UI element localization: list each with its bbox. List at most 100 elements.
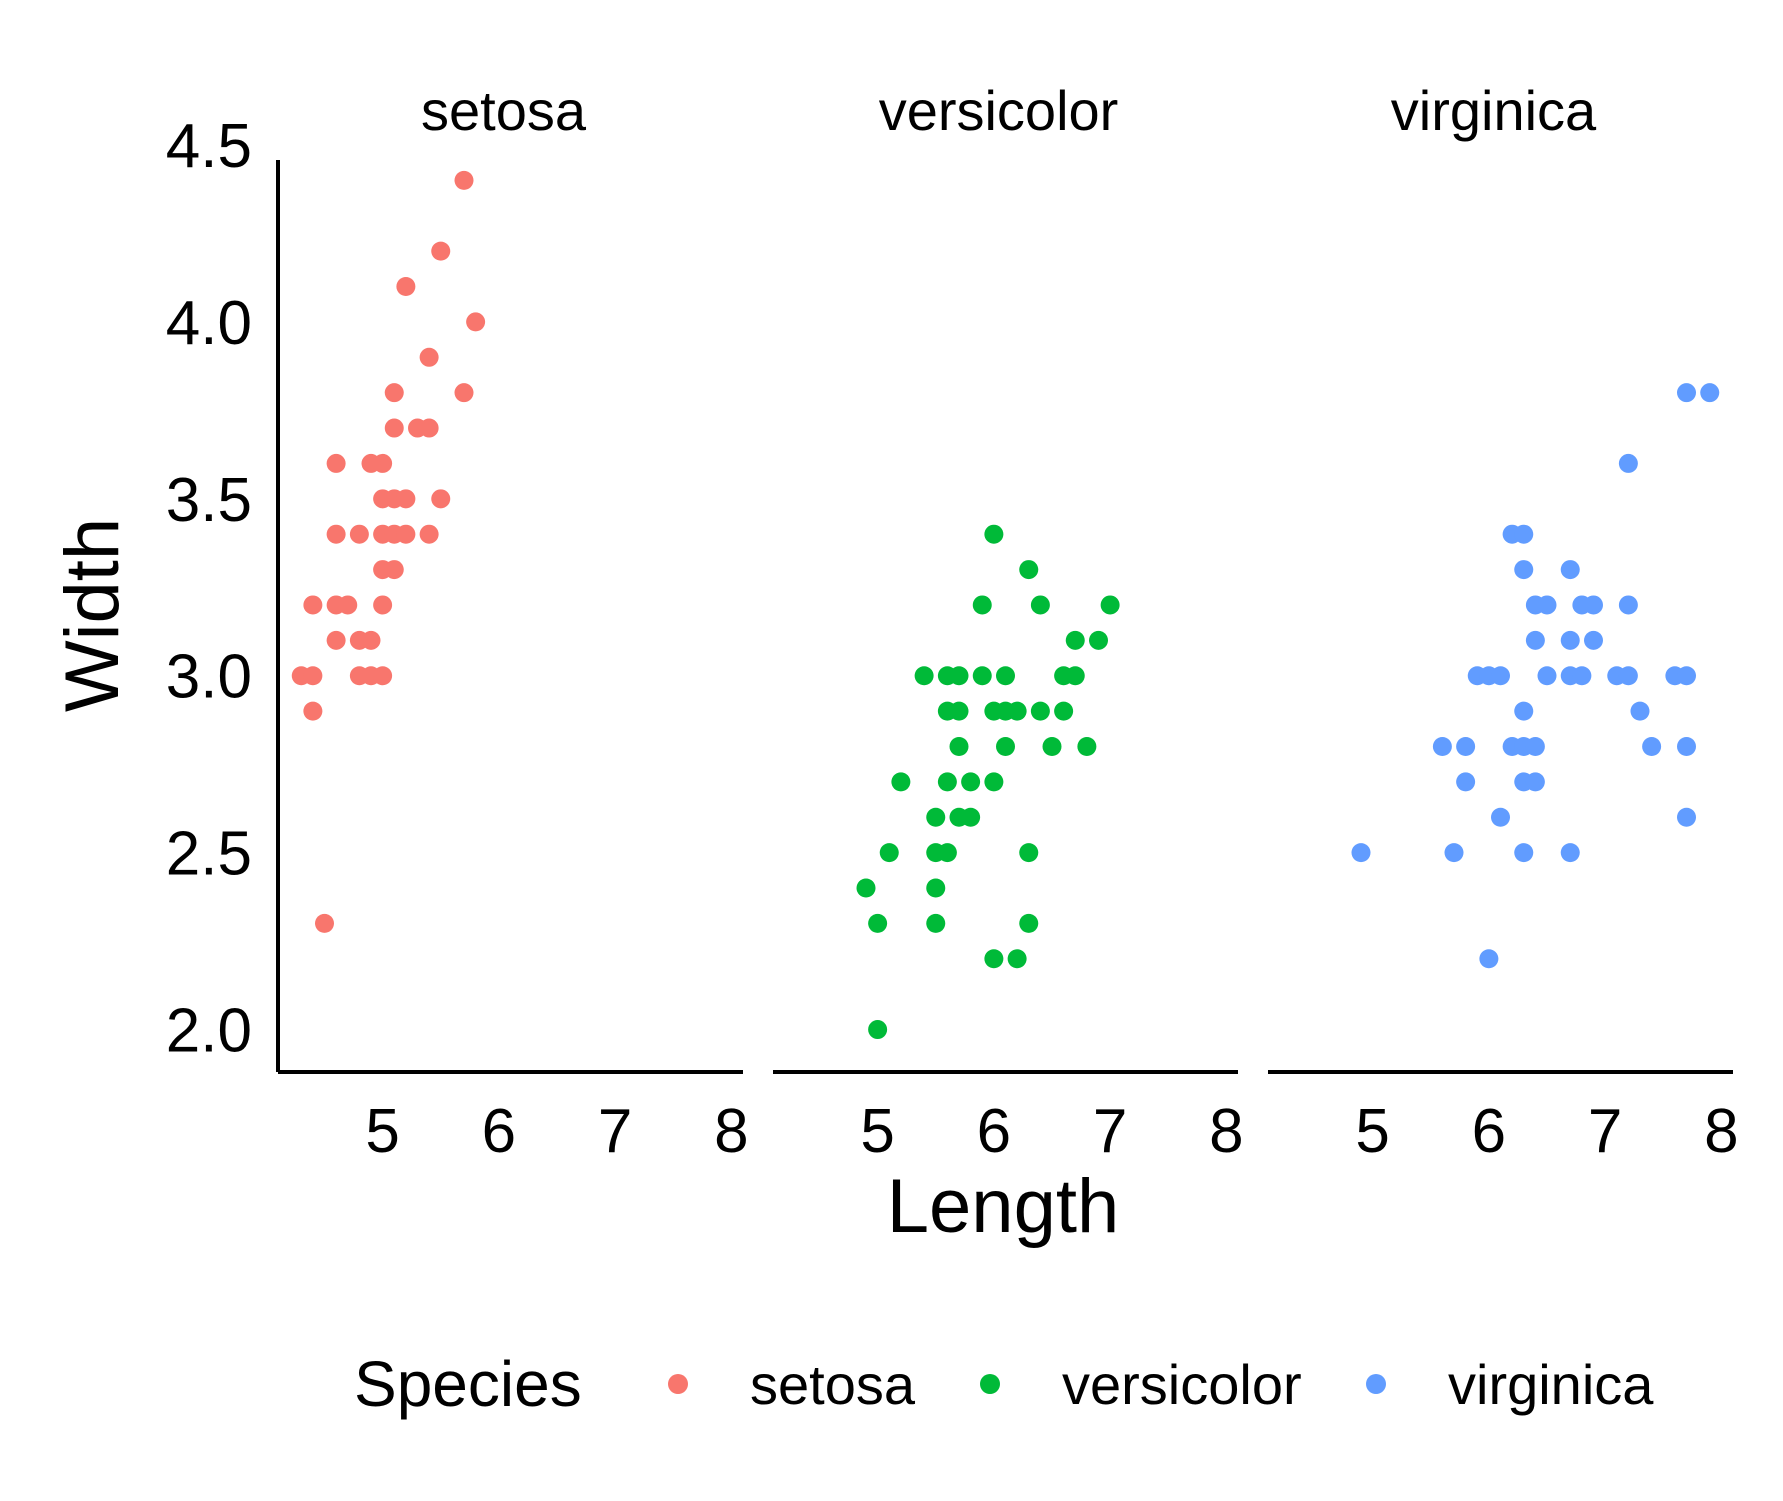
facet-strip-label: setosa xyxy=(421,79,587,142)
data-point xyxy=(419,347,439,367)
facet-panels: setosa 5 6 7 8 versicolor 5 6 7 8 virginica 5 6 7 8 xyxy=(278,79,1739,1166)
data-point xyxy=(868,913,888,933)
data-point xyxy=(1525,772,1545,792)
data-point xyxy=(466,312,486,332)
data-point xyxy=(1677,666,1696,686)
data-point xyxy=(361,630,381,650)
data-point xyxy=(1677,807,1696,827)
legend-title: Species xyxy=(354,1348,582,1420)
data-point xyxy=(1077,736,1097,756)
legend-label: virginica xyxy=(1448,1353,1654,1416)
y-tick-label: 3.5 xyxy=(166,466,252,535)
data-point xyxy=(396,277,416,297)
data-point xyxy=(1100,595,1120,615)
data-point xyxy=(1089,630,1108,650)
y-axis: 2.0 2.5 3.0 3.5 4.0 4.5 xyxy=(166,112,280,1072)
data-point xyxy=(961,772,981,792)
data-point xyxy=(1537,666,1557,686)
data-point xyxy=(1700,383,1720,403)
data-point xyxy=(373,595,393,615)
facet-panel-virginica: virginica 5 6 7 8 xyxy=(1268,79,1739,1166)
legend-item-setosa: setosa xyxy=(668,1353,916,1416)
data-point xyxy=(996,736,1015,756)
x-tick-label: 5 xyxy=(1355,1097,1389,1166)
data-point xyxy=(891,772,911,792)
legend-key-dot xyxy=(1366,1374,1386,1394)
data-point xyxy=(1514,843,1534,863)
data-point xyxy=(373,666,393,686)
data-point xyxy=(937,772,957,792)
y-tick-label: 2.0 xyxy=(166,997,252,1066)
data-point xyxy=(1514,701,1534,721)
data-point xyxy=(868,1020,888,1040)
facet-panel-setosa: setosa 5 6 7 8 xyxy=(278,79,749,1166)
data-point xyxy=(1065,666,1085,686)
data-point xyxy=(1572,666,1592,686)
y-tick-label: 3.0 xyxy=(166,643,252,712)
data-point xyxy=(914,666,934,686)
data-point xyxy=(1525,630,1545,650)
y-axis-title: Width xyxy=(50,518,135,712)
data-point xyxy=(1514,524,1534,544)
data-point xyxy=(396,489,416,509)
data-point xyxy=(303,701,323,721)
data-point xyxy=(1630,701,1650,721)
x-tick-label: 8 xyxy=(1704,1097,1738,1166)
data-point xyxy=(1491,666,1510,686)
data-point xyxy=(326,453,346,473)
data-point xyxy=(1491,807,1510,827)
legend: Species setosa versicolor virginica xyxy=(354,1348,1654,1420)
data-point xyxy=(984,524,1004,544)
data-point xyxy=(1019,913,1039,933)
data-point xyxy=(384,383,404,403)
data-point xyxy=(1584,595,1603,615)
data-point xyxy=(1677,383,1696,403)
data-point xyxy=(1537,595,1557,615)
data-point xyxy=(984,949,1004,969)
y-tick-label: 4.5 xyxy=(166,112,252,181)
facet-strip-label: virginica xyxy=(1391,79,1597,142)
data-point xyxy=(1618,595,1638,615)
data-point xyxy=(879,843,899,863)
data-point xyxy=(1007,949,1027,969)
data-point xyxy=(937,843,957,863)
data-point xyxy=(1514,560,1534,580)
data-point xyxy=(419,418,439,438)
x-axis-title: Length xyxy=(887,1164,1119,1249)
data-point xyxy=(396,524,416,544)
x-tick-label: 6 xyxy=(977,1097,1011,1166)
data-point xyxy=(1584,630,1603,650)
legend-item-virginica: virginica xyxy=(1366,1353,1654,1416)
data-point xyxy=(1019,560,1039,580)
data-point xyxy=(961,807,981,827)
data-point xyxy=(1642,736,1662,756)
data-point xyxy=(1065,630,1085,650)
data-point xyxy=(454,170,474,190)
data-point xyxy=(1618,453,1638,473)
data-point xyxy=(361,453,381,473)
data-point xyxy=(303,595,323,615)
data-point xyxy=(384,560,404,580)
data-point xyxy=(338,595,358,615)
data-point xyxy=(1456,736,1476,756)
data-point xyxy=(1618,666,1638,686)
data-point xyxy=(326,630,346,650)
data-point xyxy=(972,595,992,615)
data-point xyxy=(1525,736,1545,756)
data-point xyxy=(1560,560,1580,580)
data-point xyxy=(949,736,969,756)
data-point xyxy=(1444,843,1464,863)
y-tick-label: 2.5 xyxy=(166,820,252,889)
data-point xyxy=(1042,736,1062,756)
data-point xyxy=(1432,736,1452,756)
data-point xyxy=(1677,736,1696,756)
data-point xyxy=(431,489,451,509)
data-point xyxy=(315,913,334,933)
data-point xyxy=(1560,843,1580,863)
data-point xyxy=(431,241,451,261)
data-point xyxy=(419,524,439,544)
data-point xyxy=(996,666,1015,686)
x-tick-label: 6 xyxy=(1472,1097,1506,1166)
